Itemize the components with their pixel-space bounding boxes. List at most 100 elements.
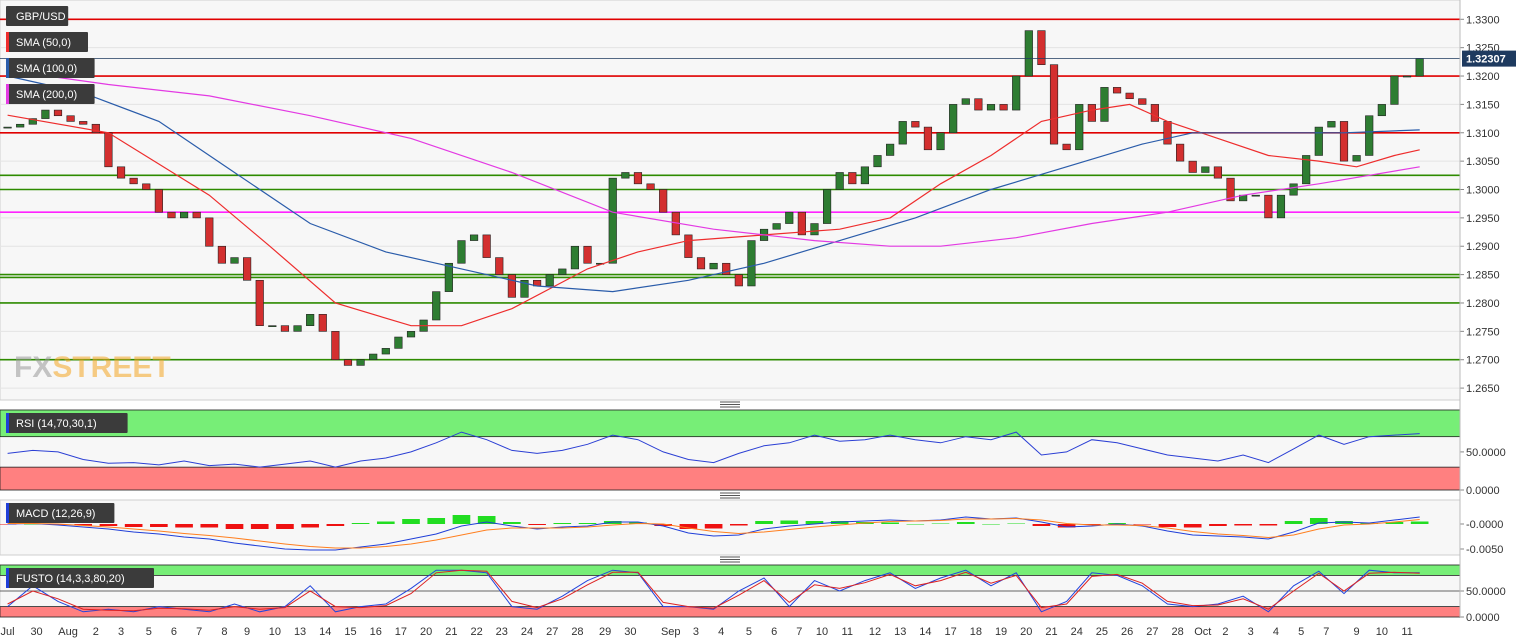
candle	[709, 262, 718, 270]
candle	[558, 268, 567, 275]
x-tick-label: 3	[118, 626, 124, 638]
x-tick-label: 4	[1273, 626, 1279, 638]
y-tick-label: 1.3200	[1466, 71, 1500, 83]
x-tick-label: 2	[1222, 626, 1228, 638]
candle	[356, 359, 365, 366]
candle	[1112, 87, 1122, 94]
candle	[104, 132, 113, 168]
histogram-bar	[301, 524, 319, 528]
histogram-bar	[881, 522, 899, 524]
candle	[1276, 194, 1286, 219]
histogram-bar	[1309, 518, 1328, 524]
x-tick-label: 6	[771, 626, 777, 638]
candle	[747, 240, 756, 287]
x-tick-label: 22	[470, 626, 482, 638]
candle	[331, 331, 340, 361]
legend-swatch	[6, 32, 9, 52]
candle	[469, 234, 479, 241]
x-tick-label: 20	[420, 626, 432, 638]
candle	[1365, 115, 1374, 156]
candle	[217, 245, 226, 264]
candle	[1075, 104, 1084, 151]
histogram-bar	[1032, 524, 1051, 526]
x-tick-label: 14	[319, 626, 331, 638]
histogram-bar	[1133, 524, 1152, 525]
series-line	[7, 569, 1420, 613]
band	[0, 564, 1461, 576]
x-tick-label: 10	[1376, 626, 1388, 638]
legend-box	[6, 84, 95, 104]
y-tick-label: 0.0000	[1466, 612, 1500, 624]
legend-box	[6, 568, 154, 588]
histogram-bar	[931, 523, 950, 524]
x-tick-label: 15	[344, 626, 356, 638]
last-price-label: 1.32307	[1466, 54, 1506, 66]
candle	[482, 234, 491, 258]
candle	[91, 123, 100, 134]
y-tick-label: 1.3100	[1466, 128, 1500, 140]
candle	[545, 274, 554, 287]
x-tick-label: 17	[945, 626, 957, 638]
candle	[974, 98, 983, 111]
x-tick-label: 29	[599, 626, 611, 638]
candle	[633, 172, 643, 185]
candle	[1314, 126, 1323, 156]
legend-swatch	[6, 58, 9, 78]
y-tick-label: 1.3000	[1466, 185, 1500, 197]
histogram-bar	[730, 524, 748, 526]
x-tick-label: 3	[1248, 626, 1254, 638]
candle	[570, 245, 580, 270]
band	[0, 606, 1461, 618]
histogram-bar	[1209, 524, 1227, 526]
band	[0, 409, 1461, 438]
x-tick-label: 24	[521, 626, 533, 638]
candle	[583, 245, 592, 264]
candle	[1049, 64, 1059, 145]
histogram-bar	[956, 522, 975, 524]
x-tick-label: 11	[842, 626, 853, 638]
histogram-bar	[376, 521, 395, 524]
x-tick-label: 27	[1146, 626, 1158, 638]
y-tick-label: 50.0000	[1466, 447, 1506, 459]
candle	[923, 126, 933, 151]
series-line	[7, 517, 1420, 549]
legend-label: MACD (12,26,9)	[16, 508, 95, 520]
histogram-bar	[23, 524, 42, 525]
x-tick-label: 4	[718, 626, 724, 638]
x-tick-label: 12	[869, 626, 881, 638]
legend-box	[6, 58, 95, 78]
x-tick-label: 21	[1045, 626, 1057, 638]
x-tick-label: 11	[1401, 626, 1412, 638]
candle	[949, 104, 958, 134]
series-line	[7, 569, 1420, 612]
candle	[507, 274, 516, 298]
histogram-bar	[1057, 524, 1076, 528]
candle	[608, 177, 617, 264]
histogram-bar	[175, 524, 193, 528]
candle	[192, 211, 201, 219]
histogram-bar	[1007, 523, 1026, 524]
y-tick-label: 1.3150	[1466, 99, 1500, 111]
x-tick-label: 23	[496, 626, 508, 638]
histogram-bar	[351, 523, 370, 524]
candle	[230, 257, 239, 264]
legend-swatch	[6, 568, 9, 588]
y-tick-label: 1.2950	[1466, 213, 1500, 225]
candle	[873, 155, 882, 168]
candle	[1188, 160, 1197, 173]
candle	[28, 118, 37, 125]
y-tick-label: 1.2750	[1466, 326, 1500, 338]
histogram-bar	[578, 523, 597, 524]
series-line	[7, 69, 1420, 247]
x-tick-label: 17	[395, 626, 407, 638]
x-tick-label: Aug	[58, 626, 78, 638]
candle	[696, 257, 706, 270]
x-tick-label: Jul	[1, 626, 15, 638]
candle	[1352, 155, 1361, 162]
legend-box	[6, 503, 115, 523]
x-tick-label: 30	[30, 626, 42, 638]
x-tick-label: 30	[624, 626, 636, 638]
candle	[772, 223, 781, 230]
watermark-part: FX	[14, 351, 52, 384]
histogram-bar	[553, 523, 572, 524]
